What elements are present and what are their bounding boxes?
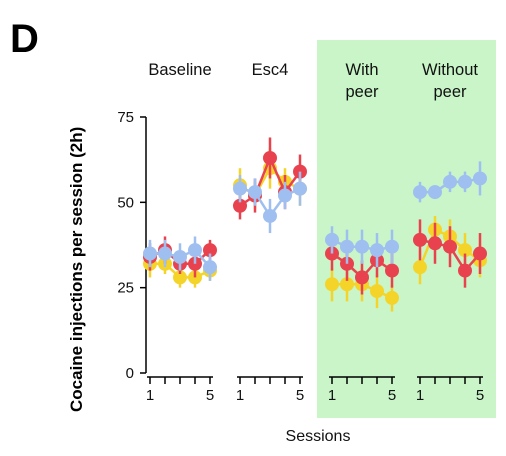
peer-conditions-highlight (317, 40, 496, 418)
data-point (355, 239, 369, 254)
data-point (325, 232, 339, 247)
condition-label: peer (345, 83, 379, 101)
y-tick-label: 0 (126, 365, 134, 382)
data-point (385, 263, 399, 278)
data-point (428, 236, 442, 251)
data-point (370, 284, 384, 299)
data-point (385, 290, 399, 305)
condition-group: With peer 1 5 (325, 61, 399, 404)
data-point (263, 208, 277, 223)
data-point (458, 174, 472, 189)
data-point (443, 239, 457, 254)
y-axis-label: Cocaine injections per session (2h) (67, 127, 86, 412)
series-blue (413, 161, 487, 203)
data-point (173, 249, 187, 264)
data-point (248, 185, 262, 200)
data-point (428, 185, 442, 200)
x-tick-label: 5 (296, 387, 304, 404)
data-point (340, 239, 354, 254)
data-point (413, 185, 427, 200)
data-point (143, 246, 157, 261)
condition-label: Baseline (148, 61, 211, 79)
condition-label: Without (422, 61, 478, 79)
series-red (413, 219, 487, 288)
condition-group: Without peer 1 5 (413, 61, 487, 404)
data-point (385, 239, 399, 254)
condition-label: With (346, 61, 379, 79)
y-axis: 0 25 50 75 (117, 109, 147, 382)
data-point (203, 260, 217, 275)
data-point (370, 243, 384, 258)
condition-label: Esc4 (252, 61, 289, 79)
data-point (188, 243, 202, 258)
x-tick-label: 5 (206, 387, 214, 404)
series-blue (233, 171, 307, 234)
data-point (278, 188, 292, 203)
condition-group: Esc4 1 5 (233, 61, 307, 404)
y-tick-label: 50 (117, 194, 134, 211)
condition-groups: Baseline 1 5 Esc4 1 5 With peer 1 5 Without peer 1 5 (143, 61, 487, 404)
data-point (203, 243, 217, 258)
y-tick-label: 75 (117, 109, 134, 126)
condition-group: Baseline 1 5 (143, 61, 217, 404)
data-point (473, 171, 487, 186)
series-blue (143, 236, 217, 281)
x-tick-label: 5 (476, 387, 484, 404)
x-tick-label: 1 (236, 387, 244, 404)
data-point (458, 243, 472, 258)
data-point (443, 174, 457, 189)
condition-label: peer (433, 83, 467, 101)
x-tick-label: 1 (146, 387, 154, 404)
data-point (233, 198, 247, 213)
y-tick-label: 25 (117, 280, 134, 297)
data-point (173, 270, 187, 285)
data-point (325, 277, 339, 292)
x-axis-label: Sessions (286, 428, 351, 445)
series-yellow (325, 267, 399, 312)
data-point (340, 277, 354, 292)
data-point (233, 181, 247, 196)
x-tick-label: 1 (328, 387, 336, 404)
data-point (413, 232, 427, 247)
series-red (325, 236, 399, 295)
data-point (158, 246, 172, 261)
data-point (263, 150, 277, 165)
data-point (473, 246, 487, 261)
panel-label: D (10, 17, 39, 61)
data-point (293, 181, 307, 196)
data-point (458, 263, 472, 278)
x-tick-label: 1 (416, 387, 424, 404)
data-point (413, 260, 427, 275)
x-tick-label: 5 (388, 387, 396, 404)
data-point (355, 270, 369, 285)
series-blue (325, 226, 399, 268)
